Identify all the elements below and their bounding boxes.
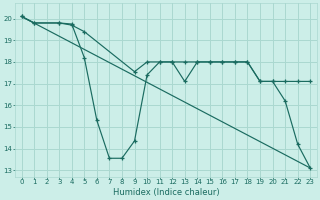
X-axis label: Humidex (Indice chaleur): Humidex (Indice chaleur): [113, 188, 219, 197]
